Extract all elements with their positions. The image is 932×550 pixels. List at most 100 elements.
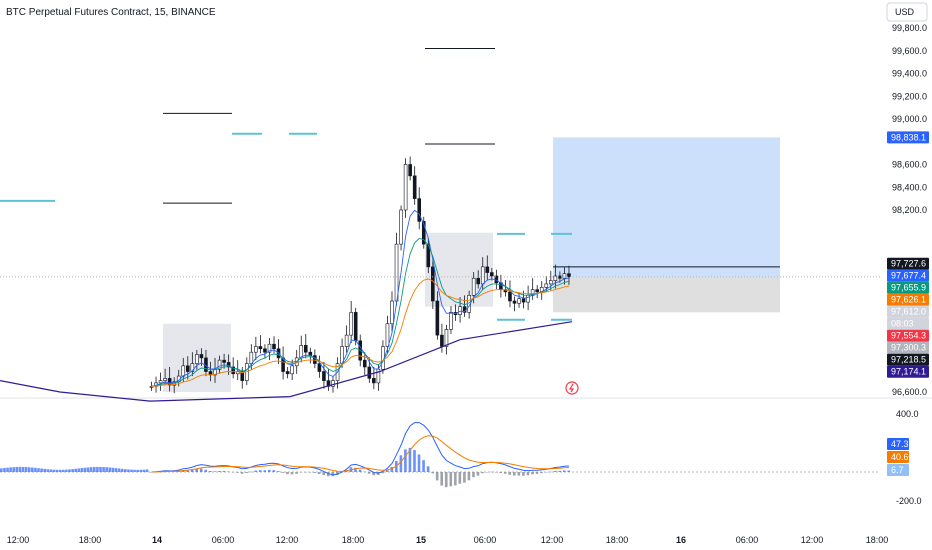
- candles: [149, 156, 571, 394]
- macd-histogram-bar: [102, 467, 105, 472]
- candle: [567, 273, 571, 278]
- macd-histogram-bar: [195, 468, 198, 472]
- macd-histogram-bar: [449, 472, 453, 487]
- candle: [349, 312, 353, 336]
- macd-histogram-bar: [549, 471, 552, 473]
- macd-histogram-bar: [408, 447, 412, 472]
- macd-histogram-bar: [458, 472, 462, 484]
- macd-histogram-bar: [58, 469, 62, 472]
- macd-histogram-bar: [513, 472, 516, 476]
- ema-fast-line: [151, 209, 570, 387]
- candle: [199, 354, 204, 359]
- macd-histogram-bar: [417, 454, 421, 472]
- candle: [344, 334, 349, 347]
- candle: [435, 300, 440, 336]
- price-tag-label: 98,838.1: [891, 132, 926, 142]
- macd-tag: [887, 438, 909, 450]
- candle: [512, 300, 517, 304]
- candle: [353, 312, 358, 342]
- price-tags: 98,838.1 97,727.6 97,677.4 97,655.9 97,626.1…: [887, 131, 929, 476]
- macd-histogram-bar: [240, 472, 244, 474]
- macd-histogram-bar: [372, 472, 375, 476]
- macd-histogram-bar: [290, 472, 294, 475]
- candle: [181, 365, 186, 377]
- candle: [490, 272, 494, 277]
- time-tick-label: 12:00: [7, 535, 30, 545]
- macd-histogram-bar: [567, 470, 571, 472]
- macd-histogram-bar: [463, 472, 466, 483]
- macd-histogram-bar: [249, 471, 253, 473]
- macd-histogram-bar: [526, 472, 530, 476]
- chart-title: BTC Perpetual Futures Contract, 15, BINA…: [6, 7, 216, 18]
- macd-histogram-bar: [3, 468, 6, 472]
- time-tick-label: 15: [416, 535, 426, 545]
- alert-icon[interactable]: [565, 381, 579, 395]
- candle: [394, 243, 399, 302]
- macd-histogram-bar: [431, 472, 434, 474]
- macd-histogram-bar: [440, 472, 444, 486]
- candle: [431, 266, 435, 302]
- long-target-zone: [553, 137, 780, 277]
- price-tag: [887, 131, 929, 144]
- macd-histogram-bar: [517, 472, 521, 476]
- candle: [480, 266, 485, 285]
- macd-histogram-bar: [404, 449, 407, 472]
- candle: [476, 277, 481, 285]
- macd-histogram-bar: [46, 469, 50, 472]
- macd-histogram-bar: [258, 470, 262, 472]
- macd-histogram-bar: [130, 469, 133, 472]
- macd-histogram-bar: [454, 472, 457, 486]
- macd-histogram-bar: [65, 469, 68, 472]
- macd-histogram-bar: [218, 471, 221, 472]
- macd-tag: [887, 451, 909, 463]
- candle: [535, 289, 539, 293]
- candle: [399, 209, 403, 245]
- macd-histogram-bar: [96, 466, 99, 472]
- price-tag: [887, 365, 929, 378]
- macd-histogram-bar: [12, 467, 15, 472]
- macd-histogram-bar: [267, 469, 271, 472]
- candle: [521, 298, 526, 303]
- candle: [231, 366, 235, 375]
- macd-histogram-bar: [385, 470, 389, 472]
- macd-histogram-bar: [15, 466, 19, 472]
- macd-histogram-bar: [120, 468, 124, 472]
- macd-tag-label: 6.7: [891, 465, 904, 475]
- candle: [517, 298, 521, 304]
- macd-histogram-bar: [363, 471, 366, 473]
- macd-histogram-bar: [9, 467, 12, 472]
- macd-histogram-bar: [227, 471, 230, 473]
- macd-histogram-bar: [199, 468, 203, 472]
- time-tick-label: 12:00: [541, 535, 564, 545]
- currency-selector[interactable]: [886, 2, 928, 22]
- candle: [403, 164, 408, 211]
- candle: [263, 348, 267, 353]
- candle: [385, 323, 390, 347]
- signal-line: [151, 435, 570, 473]
- price-tag: [887, 305, 929, 318]
- price-tag: [887, 281, 929, 294]
- candle: [449, 312, 453, 330]
- price-tick-label: 99,400.0: [892, 69, 927, 79]
- macd-histogram-bar: [304, 472, 307, 473]
- macd-histogram-bar: [24, 467, 28, 472]
- macd-histogram-bar: [71, 469, 74, 472]
- macd-histogram-bar: [358, 469, 362, 472]
- time-tick-label: 18:00: [79, 535, 102, 545]
- macd-histogram-bar: [413, 450, 416, 472]
- candle: [362, 359, 367, 368]
- time-axis[interactable]: 12:00 18:00 14 06:00 12:00 18:00 15 06:00 12:00 1…: [7, 535, 889, 545]
- macd-histogram-bar: [531, 472, 534, 475]
- candle: [421, 221, 426, 245]
- price-axis[interactable]: 99,800.0 99,600.0 99,400.0 99,200.0 99,000.0…: [892, 23, 927, 397]
- macd-histogram-bar: [136, 469, 139, 472]
- candle: [195, 354, 199, 364]
- time-tick-label: 12:00: [276, 535, 299, 545]
- macd-histogram-bar: [34, 467, 37, 472]
- macd-histogram-bar: [481, 472, 484, 474]
- macd-histogram-bar: [49, 469, 53, 472]
- macd-histogram-bar: [0, 468, 3, 472]
- time-tick-label: 14: [152, 535, 162, 545]
- macd-histogram-bar: [444, 472, 448, 488]
